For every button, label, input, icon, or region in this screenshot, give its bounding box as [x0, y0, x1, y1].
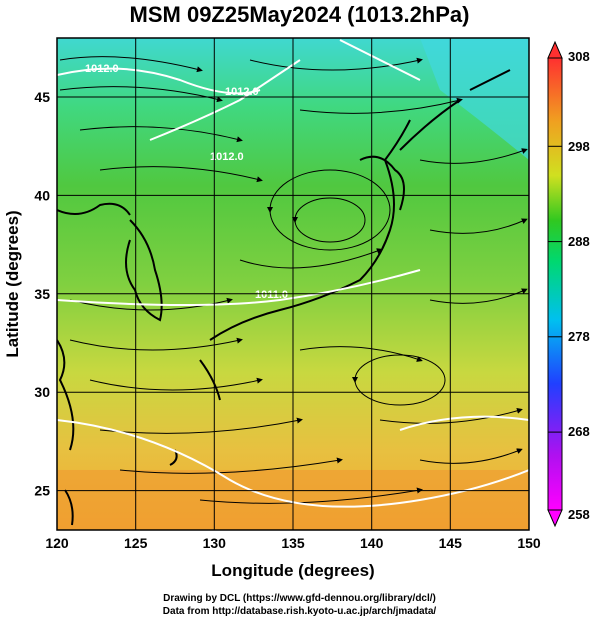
colorbar: 308 298 288 278 268 258 [547, 40, 590, 528]
y-tick-label: 25 [34, 483, 50, 499]
colorbar-min-arrow [547, 509, 563, 528]
x-tick-label: 135 [281, 535, 305, 551]
coastlines [57, 69, 511, 526]
y-tick-label: 30 [34, 384, 50, 400]
contour-label: 1011.0 [255, 289, 288, 301]
colorbar-tick-label: 308 [568, 49, 590, 64]
x-tick-label: 130 [203, 535, 227, 551]
contour-label: 1012.0 [85, 63, 119, 75]
colorbar-tick-label: 298 [568, 139, 590, 154]
y-axis: 25 30 35 40 45 [34, 89, 50, 499]
x-tick-label: 120 [45, 535, 69, 551]
credits-drawing: Drawing by DCL (https://www.gfd-dennou.o… [163, 593, 436, 604]
x-axis: 120 125 130 135 140 145 150 [45, 535, 541, 551]
map-frame [56, 37, 530, 531]
grid [57, 38, 529, 530]
y-tick-label: 45 [34, 89, 50, 105]
cool-region [420, 38, 529, 160]
contour-label: 1012.0 [210, 151, 244, 163]
y-tick-label: 40 [34, 187, 50, 203]
x-axis-label: Longitude (degrees) [211, 561, 374, 580]
streamlines [59, 56, 528, 504]
map-title: MSM 09Z25May2024 (1013.2hPa) [129, 2, 470, 27]
colorbar-tick-label: 268 [568, 424, 590, 439]
x-tick-label: 125 [124, 535, 148, 551]
x-tick-label: 150 [517, 535, 541, 551]
colorbar-tick-label: 258 [568, 507, 590, 522]
y-tick-label: 35 [34, 286, 50, 302]
colorbar-max-arrow [547, 40, 563, 59]
colorbar-tick-label: 278 [568, 329, 590, 344]
credits: Drawing by DCL (https://www.gfd-dennou.o… [0, 592, 599, 618]
y-axis-label: Latitude (degrees) [3, 210, 22, 357]
colorbar-tick-label: 288 [568, 234, 590, 249]
x-tick-label: 140 [360, 535, 384, 551]
contour-label: 1012.0 [225, 86, 259, 98]
credits-data-source: Data from http://database.rish.kyoto-u.a… [162, 606, 437, 617]
x-tick-label: 145 [439, 535, 463, 551]
